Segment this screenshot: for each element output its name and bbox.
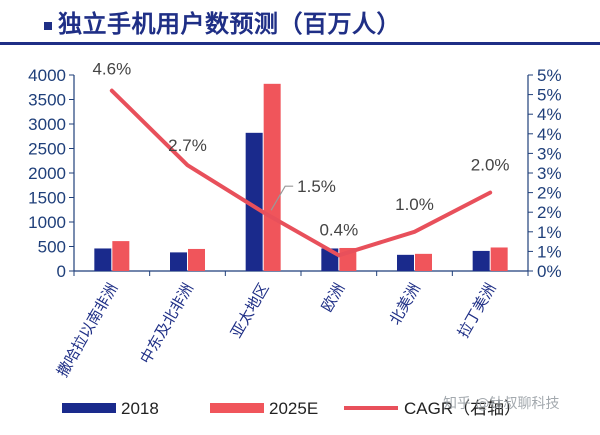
left-tick-label: 500 (38, 238, 66, 257)
cagr-data-label: 0.4% (319, 220, 358, 239)
left-tick-label: 2000 (28, 164, 66, 183)
category-label: 中东及北非洲 (136, 280, 197, 367)
bar-2025e (188, 248, 205, 271)
category-label: 亚太地区 (227, 280, 273, 341)
right-tick-label: 2% (537, 184, 562, 203)
left-tick-label: 3500 (28, 91, 66, 110)
bar-2025e (112, 241, 130, 271)
bar-2025e (415, 253, 432, 271)
category-label: 撒哈拉以南非洲 (53, 280, 121, 380)
cagr-data-label: 2.0% (471, 156, 510, 175)
cagr-label-leader (270, 185, 294, 211)
legend-label-2018: 2018 (121, 399, 159, 418)
bar-2018 (170, 252, 187, 271)
bar-2025e (490, 247, 508, 271)
cagr-data-label: 1.5% (297, 177, 336, 196)
watermark: 知乎 @钛叔聊科技 (443, 396, 560, 412)
legend-swatch-2025e (210, 403, 264, 413)
legend-label-cagr: CAGR（右轴） (404, 399, 521, 418)
right-tick-label: 5% (537, 86, 562, 105)
right-tick-label: 3% (537, 164, 562, 183)
cagr-data-label: 4.6% (92, 60, 131, 79)
left-tick-label: 2500 (28, 140, 66, 159)
right-tick-label: 0% (537, 262, 562, 281)
left-tick-label: 4000 (28, 66, 66, 85)
left-tick-label: 1500 (28, 189, 66, 208)
title-bullet-icon (44, 22, 52, 30)
right-tick-label: 4% (537, 125, 562, 144)
category-label: 欧洲 (318, 280, 349, 315)
right-tick-label: 3% (537, 144, 562, 163)
category-label: 北美洲 (386, 280, 424, 328)
chart-title-block: 独立手机用户数预测（百万人） (44, 4, 401, 38)
left-tick-label: 3000 (28, 115, 66, 134)
left-tick-label: 1000 (28, 213, 66, 232)
bar-2025e (263, 83, 281, 271)
title-divider (0, 42, 600, 45)
right-tick-label: 1% (537, 242, 562, 261)
bar-2018 (94, 248, 112, 271)
legend-label-2025e: 2025E (269, 399, 318, 418)
category-label: 拉丁美洲 (454, 280, 500, 341)
cagr-line (109, 88, 493, 258)
cagr-data-label: 2.7% (168, 136, 207, 155)
left-tick-label: 0 (57, 262, 66, 281)
right-tick-label: 5% (537, 66, 562, 85)
bar-2018 (245, 132, 263, 271)
right-tick-label: 1% (537, 223, 562, 242)
bar-2018 (397, 254, 414, 271)
chart-title: 独立手机用户数预测（百万人） (58, 9, 401, 38)
right-tick-label: 2% (537, 203, 562, 222)
bar-2018 (472, 250, 490, 271)
legend-swatch-2018 (62, 403, 116, 413)
cagr-data-label: 1.0% (395, 195, 434, 214)
right-tick-label: 4% (537, 105, 562, 124)
